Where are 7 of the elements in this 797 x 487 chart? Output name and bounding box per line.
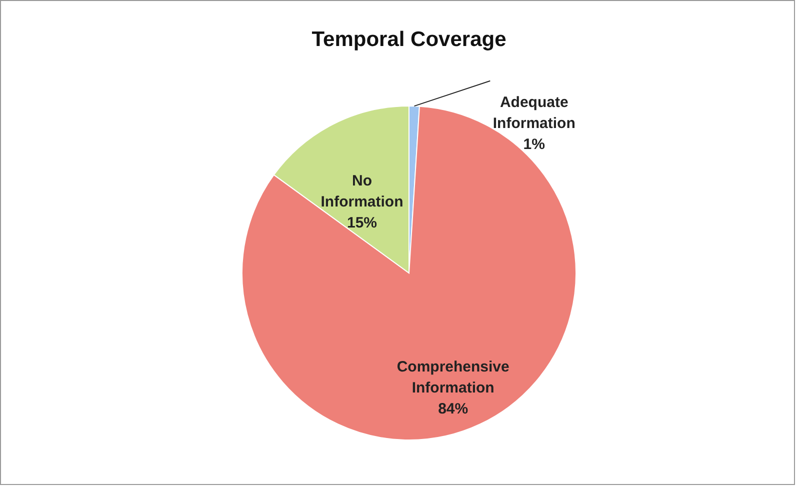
slice-label: Comprehensive Information <box>396 358 510 397</box>
data-label: 1% <box>523 136 545 153</box>
data-label: 15% <box>346 214 378 232</box>
slice-label: Adequate Information <box>492 94 576 132</box>
data-label: 84% <box>438 400 468 418</box>
slice-label: No Information <box>320 172 404 211</box>
chart-title: Temporal Coverage <box>312 28 506 51</box>
